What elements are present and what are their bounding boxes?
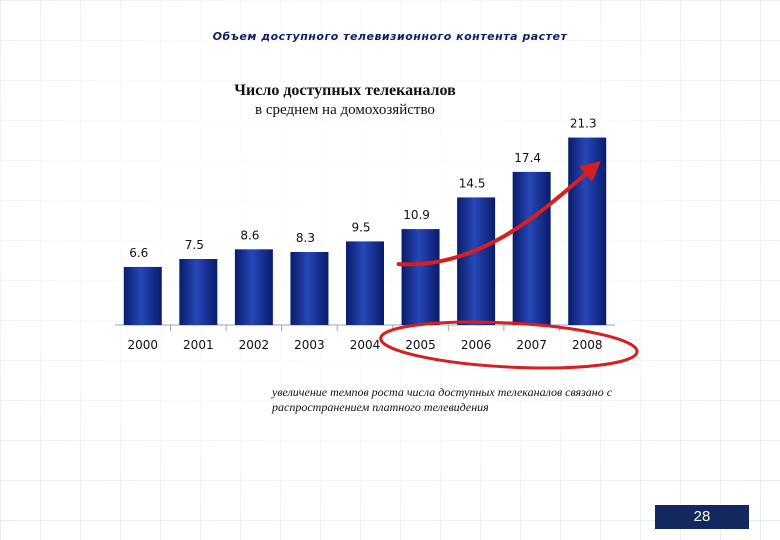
bar-2007 bbox=[512, 171, 551, 325]
chart-title: Число доступных телеканалов bbox=[234, 82, 456, 99]
annotations-layer bbox=[379, 161, 639, 370]
header-title: Объем доступного телевизионного контента… bbox=[212, 30, 568, 43]
highlight-ellipse bbox=[379, 320, 639, 370]
value-label-2007: 17.4 bbox=[514, 151, 541, 165]
value-label-2004: 9.5 bbox=[351, 220, 370, 234]
x-tick-label-2008: 2008 bbox=[572, 338, 603, 352]
value-label-2000: 6.6 bbox=[129, 246, 148, 260]
value-label-2003: 8.3 bbox=[296, 231, 315, 245]
value-label-2005: 10.9 bbox=[403, 208, 430, 222]
x-tick-label-2005: 2005 bbox=[405, 338, 436, 352]
value-label-2008: 21.3 bbox=[570, 117, 597, 131]
value-label-2001: 7.5 bbox=[185, 238, 204, 252]
bar-2000 bbox=[123, 266, 162, 325]
bar-2002 bbox=[234, 249, 273, 325]
x-tick-label-2002: 2002 bbox=[239, 338, 270, 352]
page-number: 28 bbox=[655, 505, 749, 529]
bar-2005 bbox=[401, 229, 440, 325]
growth-arrow bbox=[396, 161, 601, 267]
chart-note: увеличение темпов роста числа доступных … bbox=[272, 385, 613, 414]
chart-subtitle: в среднем на домохозяйство bbox=[255, 102, 435, 118]
bar-2001 bbox=[179, 259, 218, 325]
x-tick-label-2007: 2007 bbox=[516, 338, 547, 352]
value-label-2002: 8.6 bbox=[240, 228, 259, 242]
x-tick-label-2006: 2006 bbox=[461, 338, 492, 352]
x-tick-label-2001: 2001 bbox=[183, 338, 214, 352]
bar-2004 bbox=[346, 241, 384, 325]
x-tick-label-2004: 2004 bbox=[350, 338, 381, 352]
labels-layer: 6.6 2000 7.5 2001 8.6 2002 8.3 2003 9.5 2004 10.9 2… bbox=[128, 117, 603, 352]
bar-2003 bbox=[290, 251, 329, 325]
x-tick-label-2003: 2003 bbox=[294, 338, 325, 352]
x-tick-label-2000: 2000 bbox=[128, 338, 159, 352]
bar-2006 bbox=[457, 197, 496, 325]
value-label-2006: 14.5 bbox=[459, 176, 486, 190]
bars-layer bbox=[115, 137, 615, 331]
bar-2008 bbox=[568, 137, 607, 325]
